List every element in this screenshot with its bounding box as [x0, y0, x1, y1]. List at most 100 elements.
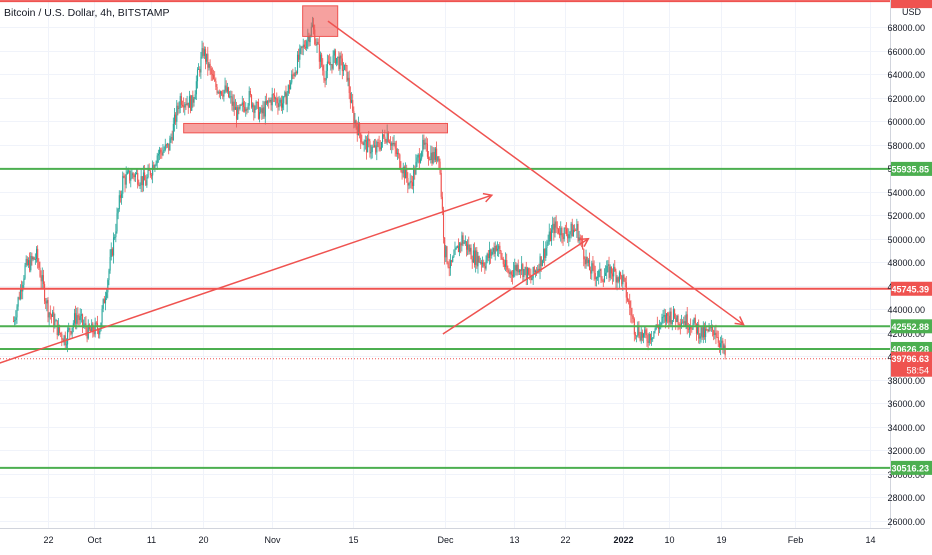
candle-body: [216, 86, 218, 93]
candle-body: [316, 41, 318, 46]
candle-body: [217, 91, 219, 93]
candle-body: [287, 85, 289, 94]
candle-body: [677, 315, 679, 325]
candle-body: [708, 327, 710, 332]
candle-body: [448, 266, 450, 269]
candle-body: [493, 247, 495, 254]
candle-body: [53, 312, 55, 327]
candle-body: [667, 313, 669, 316]
candle-body: [399, 154, 401, 169]
candle-body: [540, 256, 542, 266]
candle-body: [645, 329, 647, 336]
candle-body: [110, 249, 112, 258]
candle-body: [188, 96, 191, 108]
candle-body: [161, 152, 163, 156]
candle-body: [209, 63, 211, 69]
candle-body: [584, 259, 586, 265]
candle-body: [441, 196, 443, 210]
candle-body: [424, 142, 426, 145]
candle-body: [224, 85, 226, 91]
candle-body: [57, 325, 59, 335]
candle-body: [109, 257, 111, 271]
axes: [0, 0, 891, 529]
countdown-label: 58:54: [906, 366, 929, 376]
current-price-label: 39796.63: [891, 354, 929, 364]
candle-body: [393, 142, 395, 145]
candle-body: [271, 94, 273, 106]
candle-body: [324, 79, 326, 81]
candle-body: [539, 256, 541, 272]
candle-body: [554, 221, 556, 234]
candle-body: [646, 335, 648, 342]
candle-body: [90, 329, 92, 332]
x-tick-label: Nov: [264, 535, 281, 545]
candle-body: [622, 275, 624, 285]
candle-body: [132, 173, 134, 176]
candle-body: [702, 327, 704, 338]
candle-body: [546, 244, 548, 248]
candle-body: [333, 50, 335, 56]
candle-body: [644, 329, 646, 334]
candle-body: [662, 316, 664, 318]
candle-body: [94, 322, 96, 335]
candle-body: [491, 251, 493, 256]
x-tick-label: 14: [865, 535, 875, 545]
x-tick-label: 22: [560, 535, 570, 545]
candle-body: [218, 91, 220, 94]
candle-body: [192, 95, 194, 103]
candle-body: [668, 315, 670, 323]
candle-body: [19, 288, 22, 299]
candle-body: [40, 276, 42, 282]
candle-body: [559, 233, 561, 236]
candle-body: [276, 98, 278, 104]
price-tag-label: 30516.23: [891, 463, 929, 473]
y-tick-label: 38000.00: [887, 376, 925, 386]
candle-body: [703, 327, 706, 337]
candle-body: [490, 249, 492, 256]
candle-body: [30, 255, 32, 271]
y-tick-label: 54000.00: [887, 188, 925, 198]
candle-body: [371, 146, 373, 153]
candle-body: [694, 317, 696, 324]
candle-body: [71, 327, 73, 334]
candle-body: [460, 243, 462, 246]
candle-body: [368, 138, 370, 142]
candle-body: [567, 234, 569, 239]
candle-body: [576, 223, 578, 231]
candle-body: [632, 315, 634, 319]
candle-body: [492, 247, 494, 252]
candle-body: [334, 50, 337, 64]
candle-body: [396, 152, 399, 155]
candle-body: [394, 142, 396, 149]
chart-title: Bitcoin / U.S. Dollar, 4h, BITSTAMP: [4, 7, 170, 19]
candle-body: [248, 90, 250, 106]
candle-body: [479, 261, 481, 263]
candle-body: [173, 114, 176, 124]
candle-body: [200, 56, 202, 73]
candle-body: [586, 256, 588, 264]
candle-body: [614, 266, 616, 272]
candle-body: [617, 277, 619, 282]
currency-label: USD: [902, 7, 922, 17]
candle-body: [23, 278, 25, 285]
candle-body: [69, 328, 71, 332]
candle-body: [306, 41, 308, 49]
candle-body: [383, 134, 385, 137]
candle-body: [25, 258, 27, 266]
candle-body: [290, 82, 292, 90]
candle-body: [639, 336, 641, 341]
candle-body: [261, 108, 263, 114]
candle-body: [262, 107, 264, 114]
candle-body: [246, 108, 248, 110]
candle-body: [137, 173, 139, 185]
candle-body: [226, 87, 228, 92]
candle-body: [255, 101, 257, 109]
candle-body: [364, 140, 366, 142]
candle-body: [422, 139, 424, 152]
candle-body: [336, 58, 338, 64]
candle-body: [101, 308, 103, 323]
candle-body: [523, 269, 525, 278]
candle-body: [718, 342, 720, 348]
